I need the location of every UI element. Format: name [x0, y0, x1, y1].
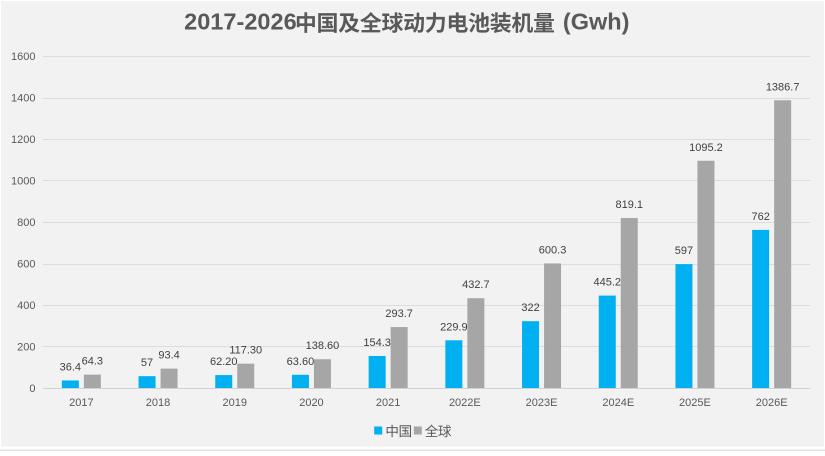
svg-text:293.7: 293.7	[385, 308, 413, 320]
svg-text:154.3: 154.3	[363, 337, 391, 349]
svg-text:229.9: 229.9	[440, 321, 468, 333]
svg-text:1095.2: 1095.2	[689, 142, 723, 154]
svg-text:2020: 2020	[299, 397, 323, 409]
svg-text:2025E: 2025E	[679, 397, 711, 409]
svg-text:2023E: 2023E	[526, 397, 558, 409]
svg-text:400: 400	[17, 300, 35, 312]
svg-text:63.60: 63.60	[287, 356, 315, 368]
svg-text:93.4: 93.4	[158, 350, 179, 362]
svg-text:57: 57	[141, 357, 153, 369]
svg-text:62.20: 62.20	[210, 356, 238, 368]
svg-text:432.7: 432.7	[462, 279, 490, 291]
svg-text:322: 322	[521, 302, 539, 314]
svg-text:1000: 1000	[11, 176, 35, 188]
svg-text:800: 800	[17, 217, 35, 229]
svg-text:1386.7: 1386.7	[766, 81, 800, 93]
svg-text:2021: 2021	[376, 397, 400, 409]
svg-text:200: 200	[17, 342, 35, 354]
svg-text:597: 597	[675, 245, 693, 257]
svg-text:1200: 1200	[11, 134, 35, 146]
svg-text:(Gwh): (Gwh)	[563, 9, 630, 35]
svg-text:2017: 2017	[69, 397, 93, 409]
svg-text:0: 0	[29, 383, 35, 395]
svg-text:2022E: 2022E	[449, 397, 481, 409]
svg-text:819.1: 819.1	[615, 199, 643, 211]
svg-text:2026E: 2026E	[756, 397, 788, 409]
svg-text:117.30: 117.30	[229, 345, 262, 357]
svg-text:2017-2026: 2017-2026	[184, 9, 297, 35]
svg-text:138.60: 138.60	[306, 340, 340, 352]
svg-text:2019: 2019	[223, 397, 247, 409]
svg-text:445.2: 445.2	[593, 277, 621, 289]
svg-text:2018: 2018	[146, 397, 170, 409]
svg-text:36.4: 36.4	[60, 361, 81, 373]
svg-text:64.3: 64.3	[82, 356, 103, 368]
svg-text:762: 762	[751, 211, 769, 223]
svg-text:600: 600	[17, 259, 35, 271]
svg-text:600.3: 600.3	[539, 244, 567, 256]
svg-text:2024E: 2024E	[602, 397, 634, 409]
svg-text:1400: 1400	[11, 93, 35, 105]
svg-text:1600: 1600	[11, 51, 35, 63]
